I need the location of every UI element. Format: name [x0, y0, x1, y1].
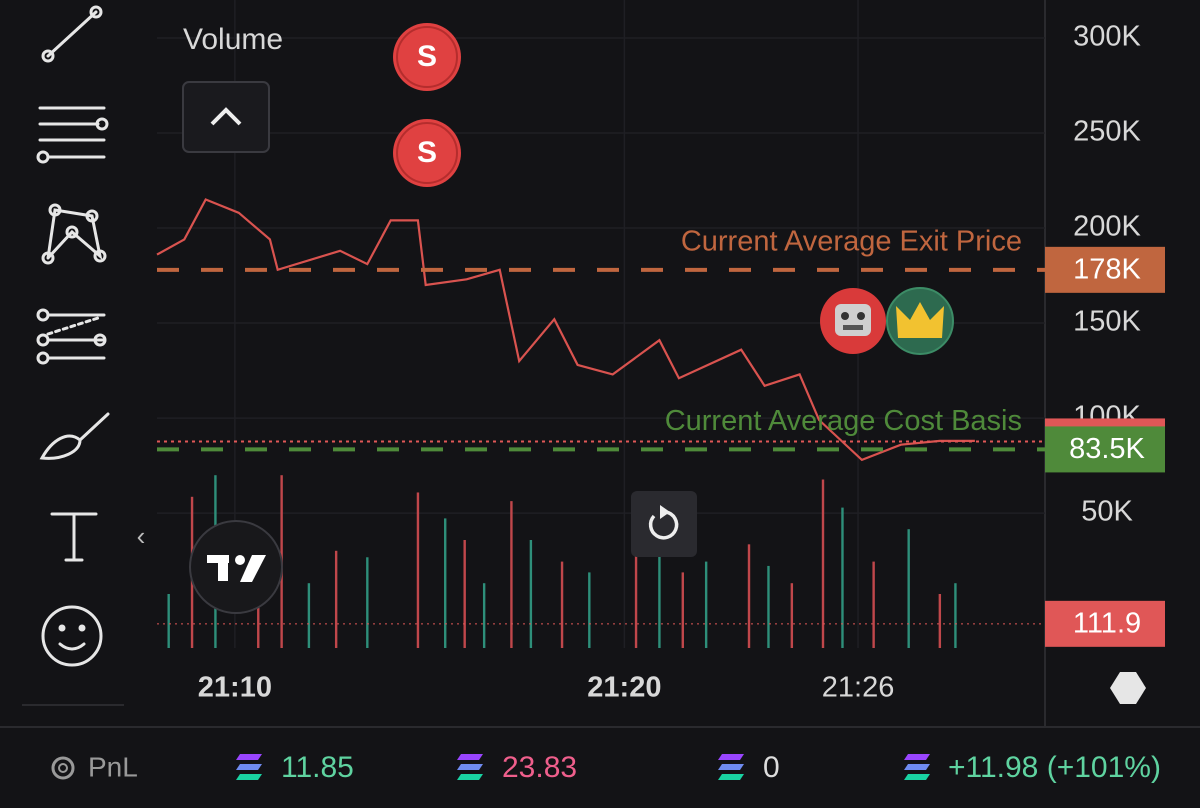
trend-line-tool[interactable]	[41, 5, 103, 63]
sol-stripe	[457, 754, 483, 760]
pnl-label: PnL	[88, 751, 138, 782]
sol-stripe	[904, 764, 930, 770]
drawing-toolbar	[22, 5, 124, 706]
volume-bar	[704, 561, 708, 648]
price-badge-label: 178K	[1073, 253, 1141, 285]
volume-badge	[1045, 600, 1165, 647]
sol-icon	[236, 754, 262, 780]
volume-bar	[257, 583, 260, 648]
volume-bar	[529, 540, 533, 648]
sell-marker[interactable]: S	[393, 119, 461, 187]
volume-bar	[821, 479, 825, 648]
reset-chart-button[interactable]	[631, 491, 697, 557]
pattern-tool[interactable]	[41, 203, 107, 265]
volume-bar	[167, 594, 170, 648]
volume-bar	[510, 501, 513, 648]
volume-bar	[841, 507, 844, 648]
sol-icon	[904, 754, 930, 780]
volume-bar	[366, 557, 369, 648]
marker-label: S	[417, 40, 437, 73]
volume-bar	[872, 561, 875, 648]
volume-bar	[938, 594, 942, 648]
crown-marker[interactable]	[886, 287, 954, 355]
volume-bar	[790, 583, 794, 648]
y-tick-label: 250K	[1073, 116, 1141, 148]
profit-amount: +11.98 (+101%)	[948, 751, 1161, 784]
volume-bar	[560, 561, 564, 648]
holding-amount: 0	[763, 751, 780, 784]
chevron-up	[210, 107, 242, 126]
tradingview-logo[interactable]	[189, 520, 283, 614]
sol-icon	[718, 754, 744, 780]
sol-icon	[457, 754, 483, 780]
brush-tool[interactable]	[39, 412, 110, 460]
volume-bar	[747, 544, 751, 648]
price-line	[156, 198, 975, 462]
emoji-tool[interactable]	[41, 605, 103, 667]
text-tool[interactable]	[50, 512, 98, 562]
sol-stripe	[236, 774, 262, 780]
sol-stripe	[236, 754, 262, 760]
x-tick-label: 21:20	[587, 672, 661, 704]
collapse-indicator-button[interactable]	[182, 81, 270, 153]
pnl-settings[interactable]: PnL	[51, 751, 138, 782]
settings-hexagon[interactable]	[1110, 672, 1146, 704]
sold-amount: 23.83	[502, 751, 577, 784]
bot-marker[interactable]	[820, 288, 886, 354]
price-badge	[1045, 426, 1165, 473]
volume-bar	[416, 492, 420, 648]
price-badge	[1045, 246, 1165, 293]
volume-bar	[907, 529, 910, 648]
volume-bar	[463, 540, 466, 648]
price-badge-label: 83.5K	[1069, 433, 1145, 465]
sol-stripe	[457, 764, 483, 770]
marker-label: S	[417, 136, 437, 169]
exit-price-text: Current Average Exit Price	[681, 225, 1022, 257]
fib-tool[interactable]	[36, 106, 109, 164]
volume-bar	[444, 518, 447, 648]
sol-stripe	[718, 774, 744, 780]
sol-stripe	[236, 764, 262, 770]
volume-bar	[334, 550, 338, 648]
volume-bar	[588, 572, 591, 648]
sell-marker[interactable]: S	[393, 23, 461, 91]
sol-stripe	[904, 774, 930, 780]
x-tick-label: 21:10	[198, 672, 272, 704]
volume-bar	[634, 518, 638, 648]
volume-badge-label: 111.9	[1073, 607, 1141, 639]
volume-label: Volume	[183, 23, 283, 56]
volume-bar	[307, 583, 311, 648]
collapse-toolbar[interactable]: ‹	[137, 521, 146, 551]
sol-stripe	[718, 764, 744, 770]
y-tick-label: 300K	[1073, 21, 1141, 53]
volume-bar	[482, 583, 486, 648]
x-tick-label: 21:26	[822, 672, 895, 704]
sol-stripe	[718, 754, 744, 760]
volume-bar	[681, 572, 684, 648]
forecast-tool[interactable]	[36, 308, 107, 365]
sol-stripe	[457, 774, 483, 780]
cost-basis-text: Current Average Cost Basis	[665, 405, 1022, 437]
sol-stripe	[904, 754, 930, 760]
volume-bar	[658, 496, 661, 648]
bought-amount: 11.85	[281, 751, 354, 784]
y-tick-label: 200K	[1073, 211, 1141, 243]
volume-bar	[767, 565, 770, 648]
y-tick-label: 50K	[1081, 496, 1133, 528]
volume-bar	[954, 583, 957, 648]
y-tick-label: 150K	[1073, 306, 1141, 338]
